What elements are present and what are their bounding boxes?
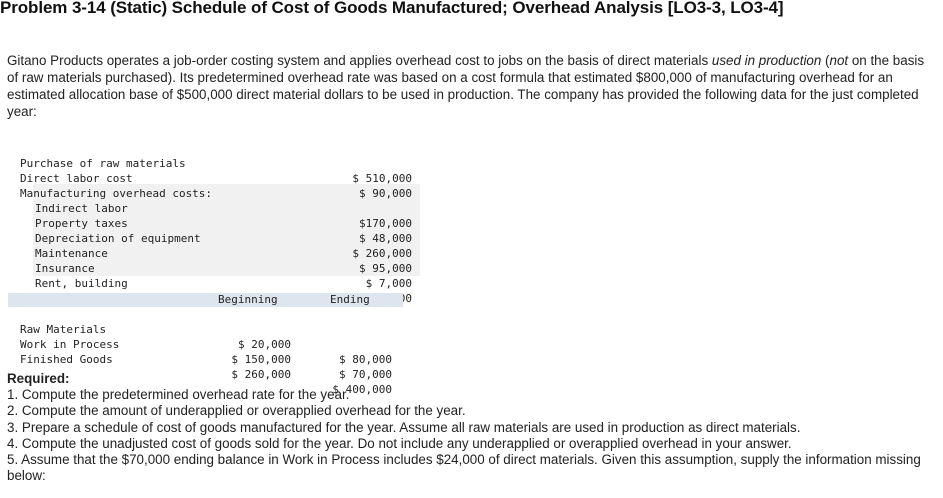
inventory-row: Work in Process $ 150,000 $ 70,000 (8, 322, 403, 381)
intro-emphasis-1: used in production (711, 53, 822, 68)
overhead-label: Maintenance (35, 247, 108, 260)
inventory-table: Beginning Ending Raw Materials $ 20,000 … (8, 293, 403, 396)
cost-data-table: Purchase of raw materials $ 510,000 Dire… (20, 141, 420, 305)
inventory-row: Raw Materials $ 20,000 $ 80,000 (8, 307, 403, 366)
overhead-amount: $ 260,000 (352, 247, 412, 260)
cost-label: Manufacturing overhead costs: (20, 187, 213, 200)
inventory-header: Beginning Ending (8, 293, 403, 307)
overhead-amount: $ 48,000 (359, 232, 412, 245)
overhead-label: Indirect labor (35, 202, 128, 215)
inventory-label: Raw Materials (20, 323, 107, 336)
overhead-label: Rent, building (35, 277, 128, 290)
overhead-amount: $170,000 (359, 217, 412, 230)
overhead-row: Insurance $ 7,000 (20, 246, 420, 290)
overhead-row: Depreciation of equipment $ 260,000 (20, 216, 420, 260)
required-item: 3. Prepare a schedule of cost of goods m… (7, 419, 801, 435)
intro-text-2: ( (821, 53, 830, 68)
cost-label: Direct labor cost (20, 172, 133, 185)
inventory-ending: $ 80,000 (339, 353, 392, 366)
overhead-label: Property taxes (35, 217, 128, 230)
intro-emphasis-2: not (829, 53, 849, 68)
overhead-label: Insurance (35, 262, 95, 275)
cost-row: Manufacturing overhead costs: (20, 171, 420, 200)
required-item: 2. Compute the amount of underapplied or… (7, 403, 466, 419)
overhead-amount: $ 7,000 (365, 277, 412, 290)
cost-amount: $ 90,000 (359, 187, 412, 200)
inventory-beginning: $ 20,000 (238, 338, 291, 351)
required-heading: Required: (7, 371, 70, 386)
overhead-amount: $ 95,000 (359, 262, 412, 275)
inventory-beginning: $ 150,000 (231, 353, 291, 366)
intro-text-1: Gitano Products operates a job-order cos… (7, 53, 712, 68)
intro-text-3: on the basis of raw materials purchased)… (7, 53, 925, 119)
beginning-header: Beginning (218, 293, 278, 306)
inventory-ending: $ 70,000 (339, 368, 392, 381)
inventory-beginning: $ 260,000 (231, 368, 291, 381)
overhead-row: Property taxes $ 48,000 (20, 201, 420, 245)
inventory-ending: $ 400,000 (332, 383, 392, 396)
required-section: Required: 1. Compute the predetermined o… (7, 371, 942, 484)
overhead-label: Depreciation of equipment (35, 232, 201, 245)
overhead-shading (33, 184, 420, 276)
cost-amount: $ 510,000 (352, 172, 412, 185)
problem-intro: Gitano Products operates a job-order cos… (7, 52, 937, 120)
required-item: 5. Assume that the $70,000 ending balanc… (7, 452, 921, 484)
ending-header: Ending (330, 293, 370, 306)
inventory-label: Finished Goods (20, 353, 113, 366)
overhead-row: Maintenance $ 95,000 (20, 231, 420, 275)
cost-label: Purchase of raw materials (20, 157, 186, 170)
problem-title: Problem 3-14 (Static) Schedule of Cost o… (0, 0, 784, 17)
cost-row: Purchase of raw materials $ 510,000 (20, 141, 420, 185)
inventory-label: Work in Process (20, 338, 120, 351)
overhead-row: Rent, building $ 180,000 (20, 261, 420, 305)
required-item: 1. Compute the predetermined overhead ra… (7, 387, 350, 403)
overhead-row: Indirect labor $170,000 (20, 186, 420, 230)
inventory-row: Finished Goods $ 260,000 $ 400,000 (8, 337, 403, 396)
required-item: 4. Compute the unadjusted cost of goods … (7, 435, 792, 451)
cost-row: Direct labor cost $ 90,000 (20, 156, 420, 200)
